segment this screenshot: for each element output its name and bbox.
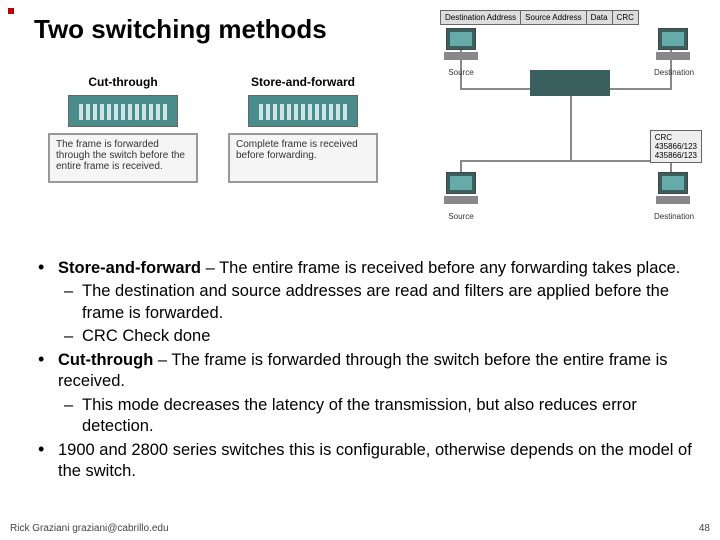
method-description: The frame is forwarded through the switc… [48, 133, 198, 183]
bullet-item: Store-and-forward – The entire frame is … [34, 258, 700, 279]
cut-through-column: Cut-through The frame is forwarded throu… [48, 75, 198, 245]
frame-fields-table: Destination Address Source Address Data … [440, 10, 639, 25]
frame-field: CRC [612, 11, 638, 25]
switch-icon [530, 70, 610, 96]
page-number: 48 [699, 523, 710, 534]
pc-icon: Source [442, 28, 480, 77]
sub-bullet: CRC Check done [34, 326, 700, 347]
switch-icon [68, 95, 178, 127]
bullet-text: – The entire frame is received before an… [201, 259, 680, 277]
pc-label: Destination [654, 212, 694, 221]
method-label: Store-and-forward [251, 75, 355, 89]
bullet-marker [8, 8, 14, 14]
bullet-item: 1900 and 2800 series switches this is co… [34, 440, 700, 483]
crc-box: CRC 435866/123 435866/123 [650, 130, 702, 163]
frame-field: Source Address [521, 11, 586, 25]
store-forward-column: Store-and-forward Complete frame is rece… [228, 75, 378, 245]
method-label: Cut-through [88, 75, 157, 89]
bullet-lead: Cut-through [58, 351, 153, 369]
network-diagram: Destination Address Source Address Data … [430, 10, 710, 210]
method-description: Complete frame is received before forwar… [228, 133, 378, 183]
footer-credit: Rick Graziani graziani@cabrillo.edu [10, 523, 169, 534]
frame-field: Destination Address [441, 11, 521, 25]
slide-title: Two switching methods [34, 14, 327, 45]
bullet-content: Store-and-forward – The entire frame is … [34, 258, 700, 484]
sub-bullet: The destination and source addresses are… [34, 281, 700, 324]
pc-icon: Source [442, 172, 480, 221]
pc-label: Destination [654, 68, 694, 77]
crc-val: 435866/123 [655, 151, 697, 160]
pc-icon: Destination [654, 172, 694, 221]
sub-bullet: This mode decreases the latency of the t… [34, 395, 700, 438]
pc-icon: Destination [654, 28, 694, 77]
pc-label: Source [442, 212, 480, 221]
pc-label: Source [442, 68, 480, 77]
switch-icon [248, 95, 358, 127]
bullet-lead: Store-and-forward [58, 259, 201, 277]
frame-field: Data [586, 11, 612, 25]
crc-header: CRC [655, 133, 697, 142]
method-diagrams: Cut-through The frame is forwarded throu… [48, 75, 428, 245]
bullet-item: Cut-through – The frame is forwarded thr… [34, 350, 700, 393]
crc-val: 435866/123 [655, 142, 697, 151]
